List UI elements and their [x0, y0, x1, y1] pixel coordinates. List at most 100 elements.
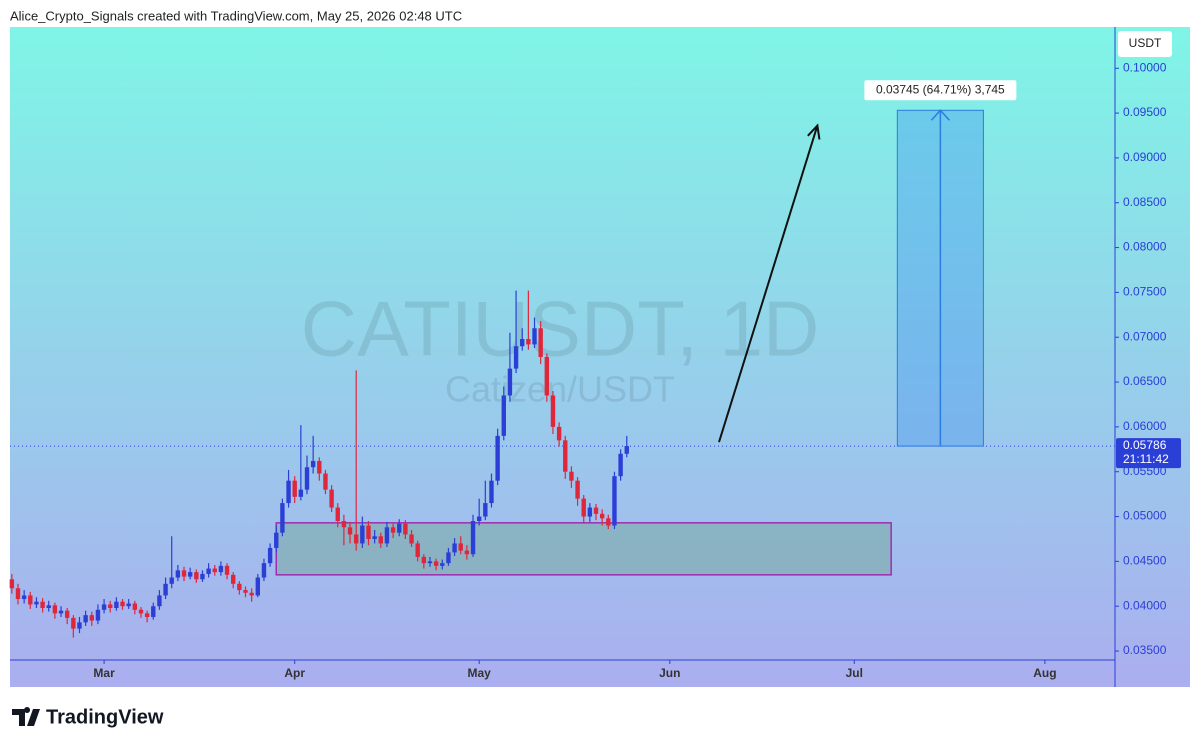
candles: [9, 290, 629, 638]
candle-body: [261, 563, 267, 578]
candle-body: [298, 489, 304, 497]
x-tick-label: Mar: [93, 666, 115, 680]
candle-body: [532, 328, 537, 345]
y-tick-label: 0.04500: [1123, 554, 1167, 568]
candle-body: [329, 489, 334, 508]
y-tick-label: 0.06500: [1123, 374, 1167, 388]
candle-body: [335, 507, 340, 522]
measure-label-box: [864, 80, 1017, 101]
candle-body: [372, 536, 377, 539]
candle-body: [280, 503, 285, 533]
candle-body: [181, 570, 187, 577]
candle-body: [243, 590, 248, 593]
candle-body: [83, 615, 88, 623]
candle-body: [163, 583, 168, 596]
y-tick-label: 0.04000: [1123, 598, 1167, 612]
logo: TradingView: [12, 706, 164, 728]
candle-body: [440, 563, 445, 566]
candle-body: [9, 579, 15, 589]
candle-body: [58, 610, 64, 614]
candle-body: [292, 480, 297, 497]
x-tick-label: Apr: [284, 666, 305, 680]
candle-body: [89, 615, 94, 621]
candle-body: [64, 610, 70, 618]
candle-body: [464, 550, 470, 555]
candle-body: [581, 498, 586, 517]
y-tick-label: 0.09000: [1123, 150, 1167, 164]
y-tick-label: 0.06000: [1123, 419, 1167, 433]
candle-body: [495, 435, 500, 481]
candle-body: [476, 516, 482, 522]
y-tick-label: 0.08500: [1123, 195, 1167, 209]
currency-box: [1118, 31, 1172, 57]
candle-body: [606, 518, 611, 526]
candle-body: [397, 523, 402, 533]
watermark-subtitle: Catizen/USDT: [445, 369, 675, 410]
y-tick-label: 0.07500: [1123, 285, 1167, 299]
candle-body: [427, 561, 433, 564]
candle-body: [46, 605, 51, 608]
candle-body: [317, 460, 322, 474]
candle-body: [200, 573, 205, 580]
candle-body: [390, 527, 396, 533]
candle-body: [206, 568, 211, 574]
candle-body: [618, 453, 623, 477]
candle-body: [77, 622, 82, 629]
candle-body: [194, 572, 199, 580]
candle-body: [21, 595, 27, 600]
candle-body: [470, 521, 476, 555]
candle-body: [403, 523, 408, 535]
candle-body: [28, 595, 33, 605]
candle-body: [187, 572, 193, 577]
candle-body: [108, 604, 113, 608]
candle-body: [347, 527, 353, 535]
candle-body: [409, 534, 414, 544]
candle-body: [415, 543, 420, 557]
x-tick-label: May: [468, 666, 492, 680]
candle-body: [310, 460, 316, 468]
candle-body: [421, 556, 427, 564]
watermark-title: CATIUSDT, 1D: [301, 285, 820, 373]
candle-body: [237, 583, 242, 591]
candle-body: [255, 577, 261, 596]
candle-body: [538, 328, 543, 357]
candle-body: [624, 446, 629, 454]
candle-body: [212, 568, 217, 573]
measure-label: 0.03745 (64.71%) 3,745: [876, 82, 1005, 96]
trend-arrow: [718, 125, 819, 443]
candle-body: [384, 527, 390, 544]
candle-body: [151, 606, 156, 617]
candle-body: [563, 440, 568, 472]
candle-body: [353, 534, 359, 544]
logo-text: TradingView: [46, 706, 164, 728]
header: Alice_Crypto_Signals created with Tradin…: [10, 8, 462, 23]
candle-body: [218, 565, 224, 573]
x-tick-label: Jun: [659, 666, 680, 680]
candle-body: [366, 525, 371, 539]
candle-body: [360, 525, 365, 544]
candle-body: [569, 471, 574, 481]
candle-body: [489, 480, 494, 504]
candle-body: [612, 476, 617, 526]
candle-body: [323, 473, 328, 490]
candle-body: [526, 339, 531, 345]
candle-body: [446, 552, 451, 564]
candle-body: [144, 613, 150, 617]
y-tick-label: 0.03500: [1123, 643, 1167, 657]
candle-body: [231, 574, 236, 584]
last-price-box: [1116, 438, 1181, 469]
candle-body: [95, 609, 101, 621]
candle-body: [114, 601, 119, 608]
candle-body: [101, 604, 107, 610]
y-tick-label: 0.09500: [1123, 105, 1167, 119]
candle-body: [15, 588, 21, 600]
candle-body: [304, 467, 310, 490]
candle-body: [507, 368, 513, 396]
y-tick-label: 0.07000: [1123, 329, 1167, 343]
candle-body: [286, 480, 291, 504]
trend-arrow-head: [807, 123, 821, 140]
x-tick-label: Aug: [1033, 666, 1056, 680]
candle-body: [40, 601, 45, 608]
candle-body: [126, 603, 131, 607]
candle-body: [575, 480, 580, 499]
